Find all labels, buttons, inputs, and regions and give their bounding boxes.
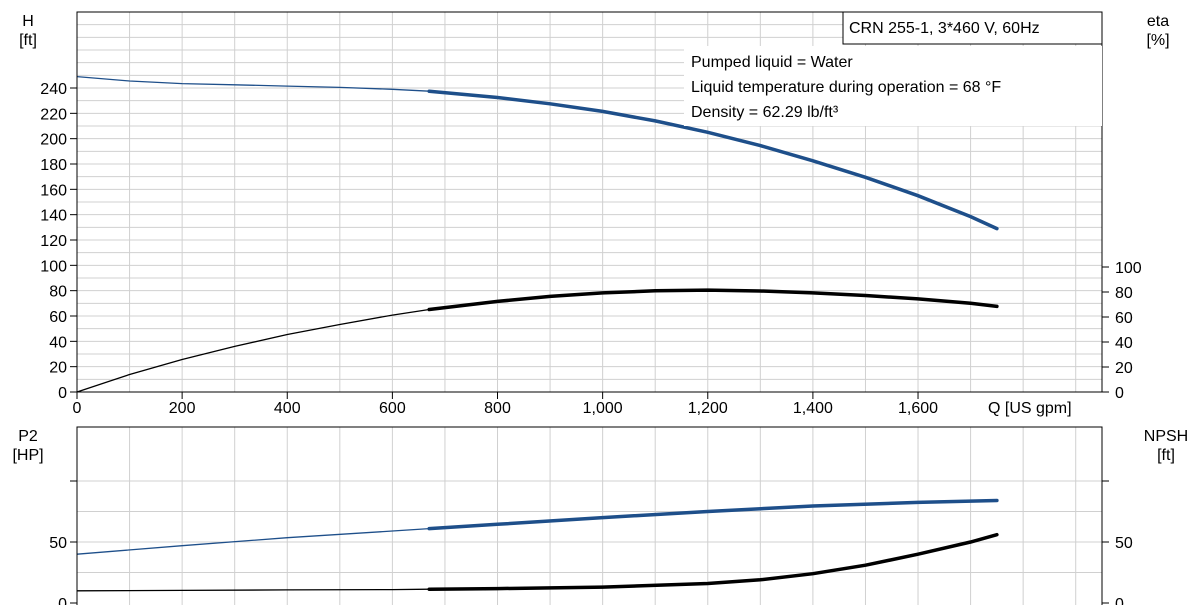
bottom-grid bbox=[77, 427, 1102, 605]
x-tick-label: 800 bbox=[484, 400, 511, 417]
bottom-left-tick-label: 50 bbox=[49, 535, 67, 552]
top-left-tick-label: 60 bbox=[49, 309, 67, 326]
top-right-axis-label-line1: eta bbox=[1147, 13, 1169, 30]
bottom-ticks: 0 50 0 50 bbox=[49, 480, 1133, 605]
top-left-tick-label: 160 bbox=[40, 182, 67, 199]
top-left-tick-label: 240 bbox=[40, 81, 67, 98]
top-right-tick-label: 40 bbox=[1115, 335, 1133, 352]
x-tick-label: 1,200 bbox=[688, 400, 728, 417]
top-right-tick-label: 80 bbox=[1115, 285, 1133, 302]
top-left-tick-label: 200 bbox=[40, 132, 67, 149]
bottom-series-0-thin bbox=[76, 527, 430, 555]
bottom-left-axis-label-line2: [HP] bbox=[12, 447, 43, 464]
top-left-tick-label: 80 bbox=[49, 284, 67, 301]
top-right-tick-label: 20 bbox=[1115, 360, 1133, 377]
top-left-tick-label: 120 bbox=[40, 233, 67, 250]
bottom-left-tick-label: 0 bbox=[58, 596, 67, 605]
top-left-axis-label-line2: [ft] bbox=[19, 32, 37, 49]
x-tick-label: 1,600 bbox=[898, 400, 938, 417]
x-axis-label: Q [US gpm] bbox=[988, 400, 1072, 417]
top-right-tick-label: 0 bbox=[1115, 385, 1124, 402]
top-left-tick-label: 0 bbox=[58, 385, 67, 402]
top-series bbox=[76, 75, 999, 393]
info-pumped-liquid: Pumped liquid = Water bbox=[691, 54, 853, 71]
x-axis-label-background bbox=[984, 395, 1094, 417]
bottom-right-axis-label-line1: NPSH bbox=[1144, 428, 1188, 445]
top-series-0-thin bbox=[76, 75, 430, 92]
x-tick-label: 1,000 bbox=[583, 400, 623, 417]
bottom-plot-frame bbox=[76, 426, 1103, 605]
top-left-tick-label: 140 bbox=[40, 208, 67, 225]
x-tick-label: 400 bbox=[274, 400, 301, 417]
model-title: CRN 255-1, 3*460 V, 60Hz bbox=[849, 20, 1040, 37]
bottom-left-axis-label-line1: P2 bbox=[18, 428, 38, 445]
info-density: Density = 62.29 lb/ft³ bbox=[691, 104, 839, 121]
x-tick-label: 1,400 bbox=[793, 400, 833, 417]
top-left-tick-label: 100 bbox=[40, 258, 67, 275]
bottom-right-axis-label-line2: [ft] bbox=[1157, 447, 1175, 464]
x-tick-label: 600 bbox=[379, 400, 406, 417]
top-series-1-thin bbox=[76, 308, 430, 393]
top-ticks: 0 20 40 60 80 100 120 140 160 180 200 220 240 0 20 40 60… bbox=[40, 81, 1142, 417]
bottom-series-0-duty bbox=[427, 498, 999, 531]
top-plot-frame bbox=[76, 11, 1103, 393]
x-tick-label: 200 bbox=[169, 400, 196, 417]
bottom-series-1-thin bbox=[76, 588, 430, 592]
bottom-series bbox=[76, 498, 999, 592]
top-left-tick-label: 20 bbox=[49, 360, 67, 377]
info-liquid-temperature: Liquid temperature during operation = 68… bbox=[691, 79, 1001, 96]
model-title-box bbox=[842, 11, 1103, 45]
top-right-tick-label: 100 bbox=[1115, 260, 1142, 277]
top-left-axis-label-line1: H bbox=[22, 13, 34, 30]
bottom-series-1-duty bbox=[427, 532, 999, 591]
top-left-tick-label: 220 bbox=[40, 106, 67, 123]
info-background bbox=[684, 46, 1102, 126]
top-right-tick-label: 60 bbox=[1115, 310, 1133, 327]
bottom-right-tick-label: 0 bbox=[1115, 596, 1124, 605]
top-right-axis-label-line2: [%] bbox=[1146, 32, 1169, 49]
top-series-1-duty bbox=[427, 288, 999, 312]
x-tick-label: 0 bbox=[73, 400, 82, 417]
bottom-right-tick-label: 50 bbox=[1115, 535, 1133, 552]
top-left-tick-label: 180 bbox=[40, 157, 67, 174]
top-left-tick-label: 40 bbox=[49, 334, 67, 351]
top-series-0-duty bbox=[427, 89, 999, 231]
